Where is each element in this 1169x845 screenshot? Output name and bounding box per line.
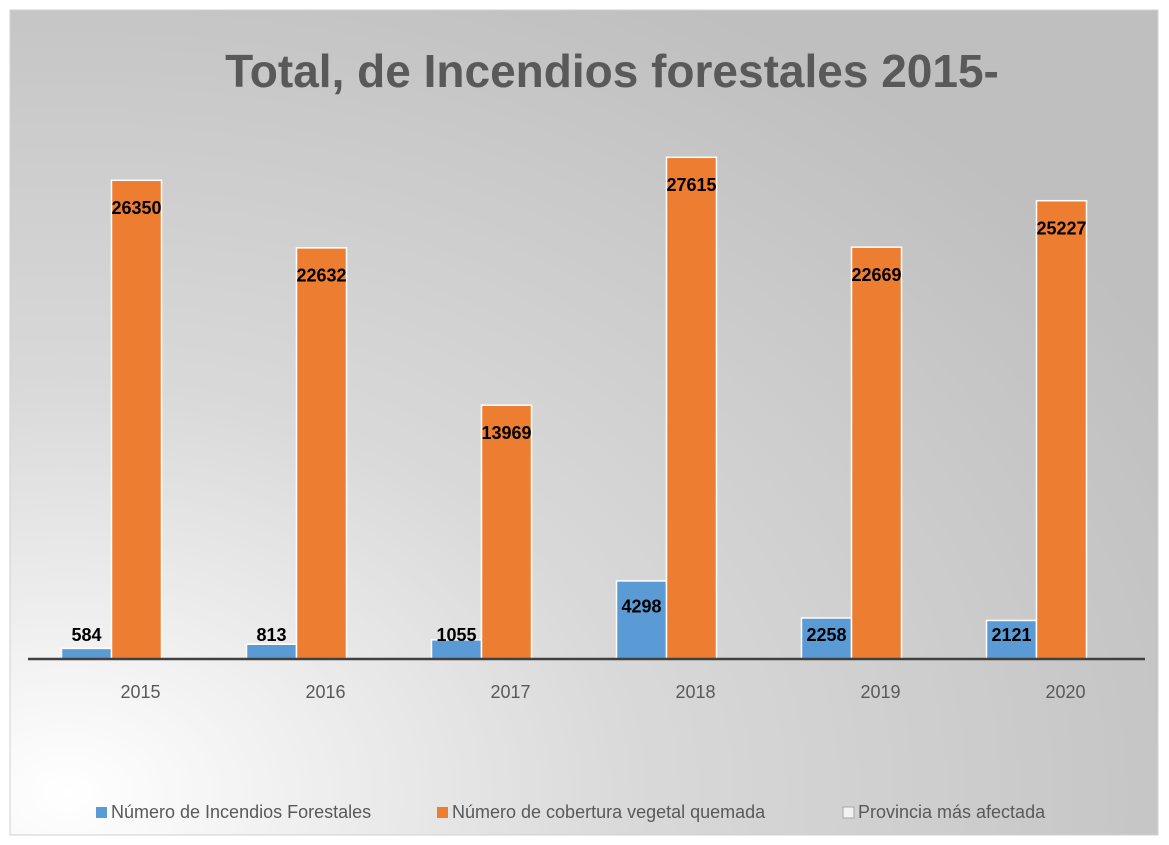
bar — [1035, 199, 1088, 660]
bar — [665, 156, 718, 660]
chart-background — [9, 9, 1159, 836]
bar — [985, 619, 1038, 660]
data-label: 22669 — [851, 265, 901, 285]
data-label: 813 — [256, 625, 286, 645]
legend-swatch — [842, 806, 855, 819]
bar — [615, 580, 668, 660]
data-label: 22632 — [296, 266, 346, 286]
legend-label: Número de Incendios Forestales — [111, 802, 371, 822]
bar — [850, 246, 903, 660]
bar — [60, 647, 113, 660]
x-tick-label: 2015 — [120, 682, 160, 702]
data-label: 2258 — [806, 625, 846, 645]
data-label: 25227 — [1036, 218, 1086, 238]
x-tick-label: 2019 — [860, 682, 900, 702]
x-tick-label: 2020 — [1045, 682, 1085, 702]
bar — [110, 179, 163, 660]
legend-swatch — [96, 807, 107, 818]
legend-swatch — [437, 807, 448, 818]
x-tick-label: 2018 — [675, 682, 715, 702]
legend-label: Provincia más afectada — [858, 802, 1046, 822]
data-label: 1055 — [436, 625, 476, 645]
data-label: 4298 — [621, 597, 661, 617]
chart-title: Total, de Incendios forestales 2015- — [225, 45, 999, 97]
legend-label: Número de cobertura vegetal quemada — [452, 802, 766, 822]
bar — [295, 247, 348, 660]
data-label: 2121 — [991, 625, 1031, 645]
data-label: 27615 — [666, 175, 716, 195]
x-tick-label: 2016 — [305, 682, 345, 702]
data-label: 584 — [71, 625, 101, 645]
data-label: 13969 — [481, 423, 531, 443]
bar — [480, 404, 533, 660]
bar — [245, 643, 298, 660]
bar — [800, 617, 853, 660]
x-tick-label: 2017 — [490, 682, 530, 702]
data-label: 26350 — [111, 198, 161, 218]
